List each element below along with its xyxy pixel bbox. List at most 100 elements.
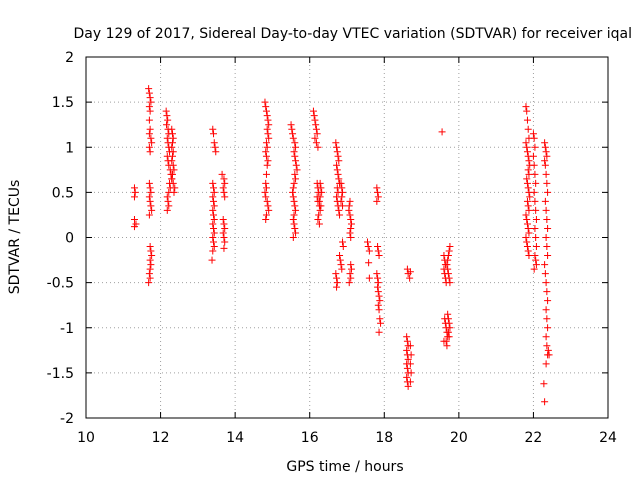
data-point [525,157,533,165]
data-point [262,103,270,111]
data-point [374,283,382,291]
data-point [542,279,550,287]
data-point [523,175,531,183]
data-point [291,139,299,147]
data-point [292,157,300,165]
data-point [337,179,345,187]
data-point [261,98,269,106]
data-point [162,107,170,115]
data-point [335,206,343,214]
data-point [264,202,272,210]
data-point [530,188,538,196]
data-point [530,265,538,273]
data-point [209,247,217,255]
data-point [333,161,341,169]
data-point [262,148,270,156]
data-point [262,215,270,223]
data-point [145,211,153,219]
data-point [169,148,177,156]
data-point [524,202,532,210]
data-point [262,139,270,147]
data-point [314,215,322,223]
data-point [373,184,381,192]
data-point [444,315,452,323]
y-tick-label: -1 [60,321,74,337]
data-point [406,274,414,282]
data-point [374,301,382,309]
data-point [332,139,340,147]
data-point [403,346,411,354]
data-point [130,184,138,192]
data-point [347,261,355,269]
data-point [404,382,412,390]
data-point [446,243,454,251]
data-point [168,143,176,151]
data-point [210,229,218,237]
data-point [169,170,177,178]
data-point [293,166,301,174]
data-point [334,152,342,160]
data-point [529,130,537,138]
data-point [290,148,298,156]
data-point [524,125,532,133]
data-point [145,89,153,97]
data-point [221,238,229,246]
data-point [147,247,155,255]
data-point [209,179,217,187]
data-point [169,179,177,187]
data-point [170,188,178,196]
data-point [339,202,347,210]
data-point [377,319,385,327]
data-point [407,351,415,359]
data-point [147,188,155,196]
data-point [315,197,323,205]
data-point [523,107,531,115]
data-point [210,224,218,232]
data-point [365,247,373,255]
data-point [346,211,354,219]
data-point [264,130,272,138]
data-point [265,121,273,129]
data-point [403,333,411,341]
data-point [524,184,532,192]
data-point [290,179,298,187]
data-point [540,380,548,388]
data-point [541,161,549,169]
data-point [291,202,299,210]
data-point [374,274,382,282]
data-point [312,139,320,147]
data-point [407,369,415,377]
data-point [290,220,298,228]
x-tick-label: 16 [301,430,319,446]
data-point [164,116,172,124]
data-point [337,197,345,205]
x-tick-label: 14 [226,430,244,446]
data-point [376,315,384,323]
data-points [130,85,553,406]
data-point [145,179,153,187]
data-point [544,252,552,260]
data-point [338,193,346,201]
data-point [262,193,270,201]
data-point [212,148,220,156]
data-point [208,256,216,264]
data-point [148,206,156,214]
data-point [148,252,156,260]
data-point [339,188,347,196]
data-point [543,179,551,187]
data-point [218,170,226,178]
data-point [531,224,539,232]
data-point [345,279,353,287]
data-point [541,143,549,151]
data-point [364,243,372,251]
data-point [168,157,176,165]
data-point [262,107,270,115]
data-point [317,202,325,210]
data-point [445,319,453,327]
data-point [262,211,270,219]
data-point [132,220,140,228]
data-point [310,112,318,120]
data-point [443,342,451,350]
data-point [290,211,298,219]
data-point [220,175,228,183]
